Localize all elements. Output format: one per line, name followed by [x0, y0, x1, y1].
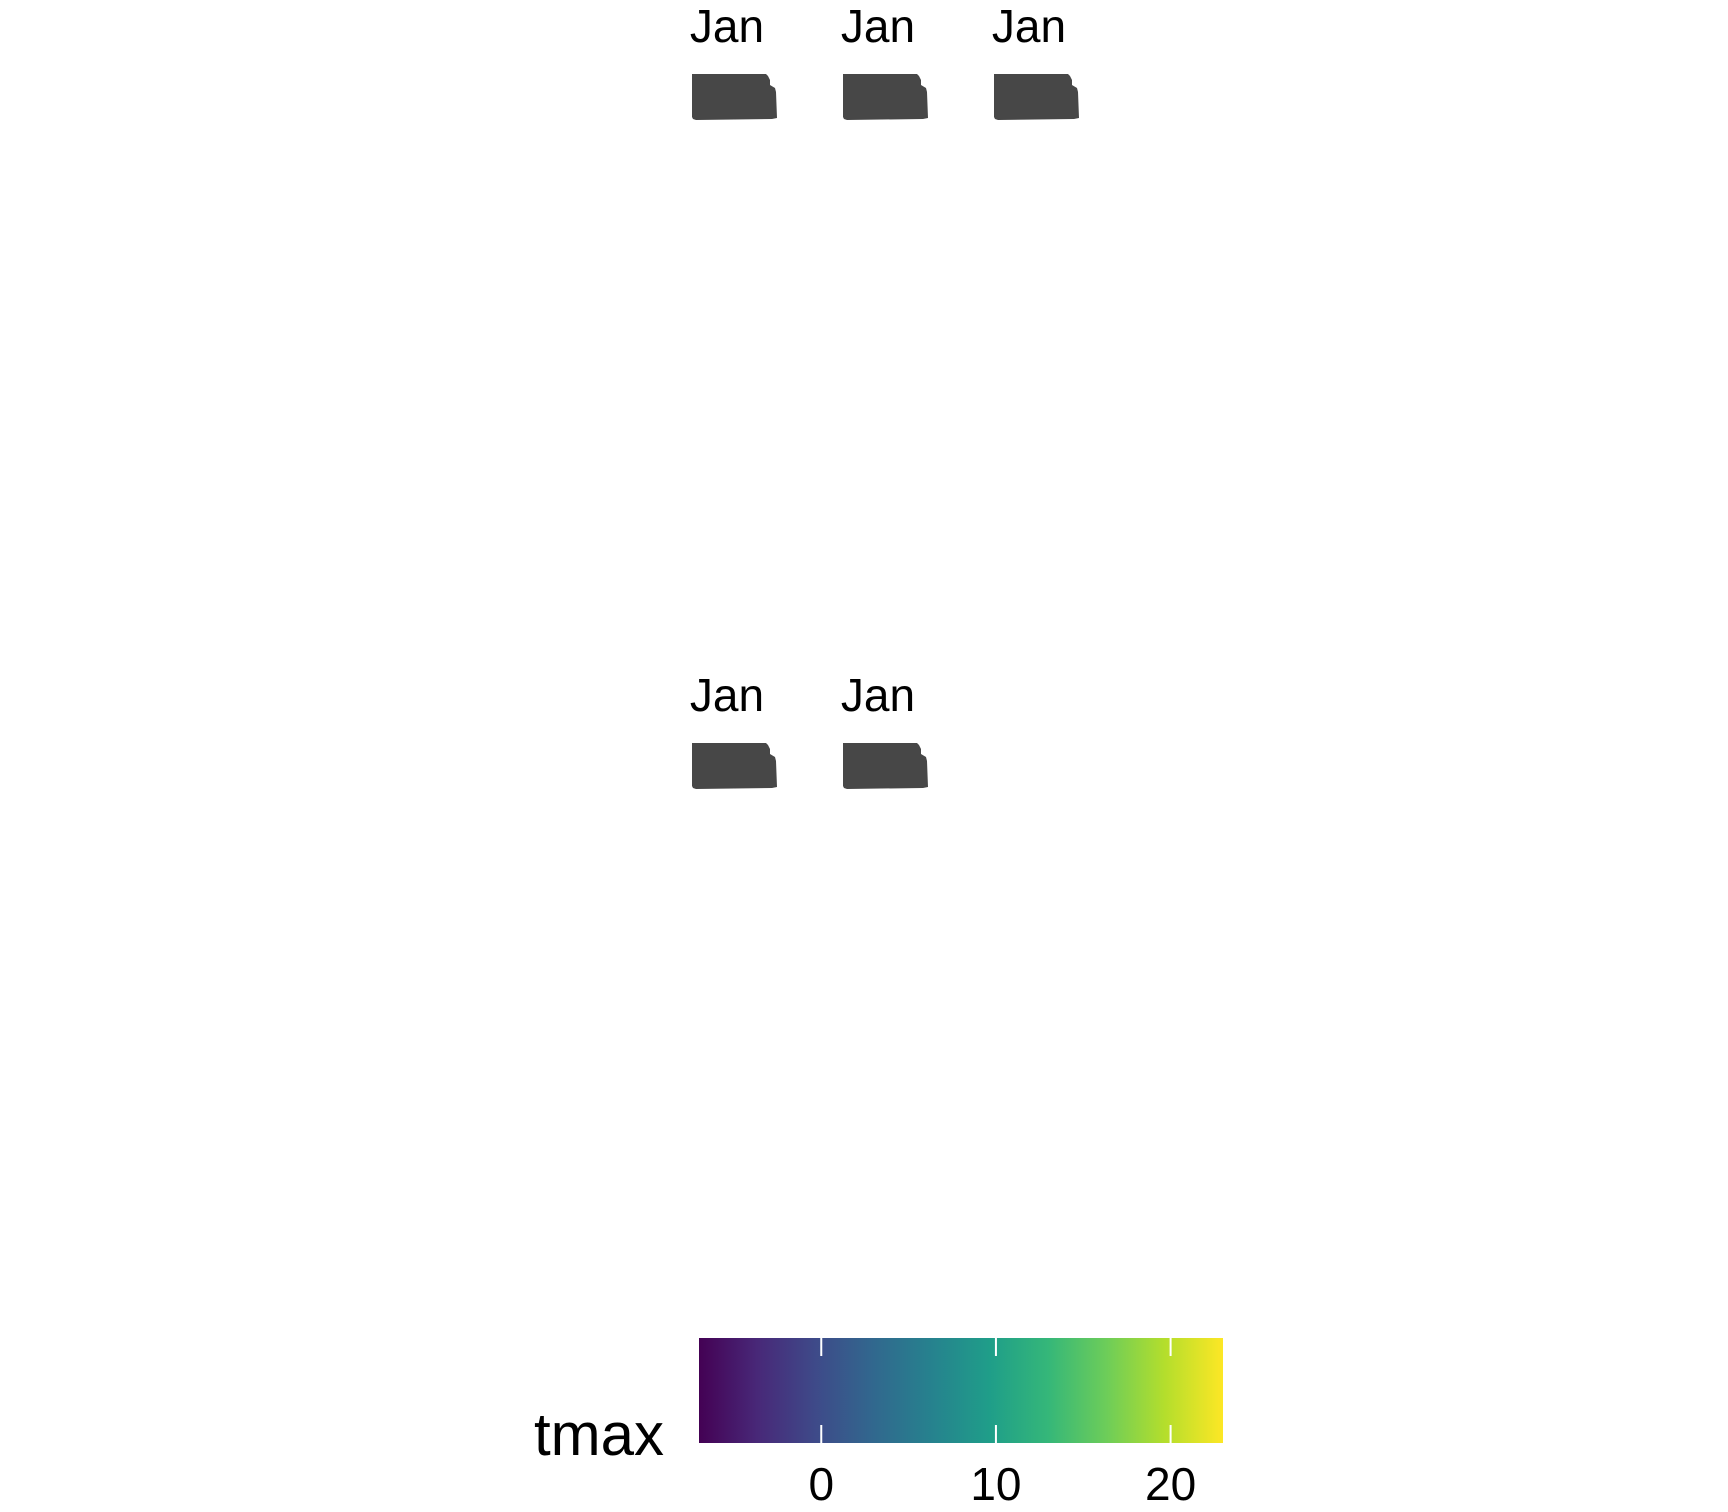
colorbar-tick-label: 0: [808, 1458, 834, 1510]
state-region-shape: [843, 743, 928, 789]
facet-label: Jan: [690, 669, 764, 721]
facet-label: Jan: [841, 0, 915, 52]
state-region-shape: [843, 74, 928, 120]
facet-panel: Jan: [841, 669, 928, 789]
facet-panel: Jan: [690, 669, 777, 789]
facet-label: Jan: [690, 0, 764, 52]
state-region-shape: [692, 74, 777, 120]
facet-label: Jan: [841, 669, 915, 721]
facet-panel: Jan: [690, 0, 777, 120]
facet-label: Jan: [992, 0, 1066, 52]
colorbar-tick-label: 10: [970, 1458, 1021, 1510]
state-region-shape: [994, 74, 1079, 120]
facet-panel: Jan: [992, 0, 1079, 120]
facet-panels: Jan Jan Jan Jan Jan: [690, 0, 1079, 789]
legend-title: tmax: [534, 1401, 664, 1468]
colorbar-legend: tmax 0 10 20: [534, 1338, 1223, 1510]
colorbar-tick-label: 20: [1145, 1458, 1196, 1510]
facet-panel: Jan: [841, 0, 928, 120]
colorbar: [699, 1338, 1223, 1443]
state-region-shape: [692, 743, 777, 789]
colorbar-ticks: 0 10 20: [808, 1338, 1196, 1510]
